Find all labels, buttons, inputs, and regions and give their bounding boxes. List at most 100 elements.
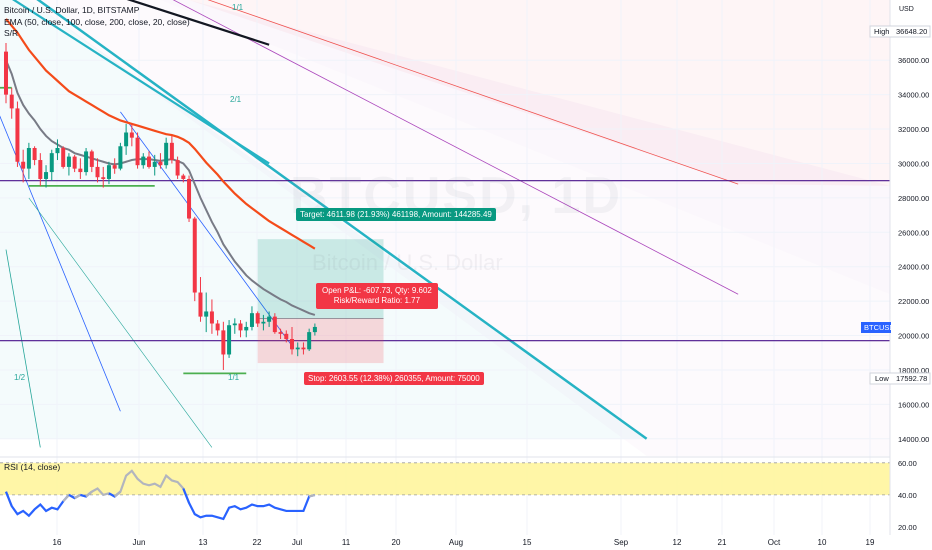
candle-body (61, 147, 66, 167)
candle-body (21, 161, 26, 169)
candle-body (106, 165, 111, 179)
x-tick-label: Sep (614, 538, 629, 547)
trend-line-fan-line-4 (5, 249, 41, 448)
fan-label-low2: 1/1 (228, 373, 240, 382)
candle-body (227, 325, 232, 355)
candle-body (72, 156, 77, 169)
ema100-line (12, 0, 270, 165)
candle-body (112, 165, 117, 169)
candle-body (89, 151, 94, 167)
rsi-line (113, 469, 191, 504)
candle-body (244, 326, 249, 331)
candle-body (238, 323, 243, 331)
price-tick-label: 14000.00 (898, 435, 929, 444)
high-tag-label: High (874, 27, 889, 36)
sr-indicator-legend[interactable]: S/R (4, 28, 19, 38)
x-tick-label: 16 (53, 538, 62, 547)
trend-line-red-upper (207, 0, 739, 185)
candle-body (129, 132, 134, 138)
candle-body (249, 313, 254, 327)
rsi-line (4, 491, 70, 518)
position-loss-zone (257, 318, 384, 364)
x-tick-label: Jul (292, 538, 302, 547)
candle-body (307, 332, 312, 350)
candle-body (301, 347, 306, 350)
candle-body (55, 147, 60, 154)
candle-body (192, 218, 197, 293)
candle-body (158, 161, 163, 166)
price-tick-label: 34000.00 (898, 91, 929, 100)
candle-body (295, 347, 300, 350)
x-tick-label: 22 (253, 538, 262, 547)
x-tick-label: 20 (392, 538, 401, 547)
ema200-line (126, 0, 270, 46)
candle-body (284, 333, 289, 339)
candle-body (95, 166, 100, 178)
position-stop-label: Stop: 2603.55 (12.38%) 260355, Amount: 7… (304, 372, 484, 385)
watermark-name: Bitcoin / U.S. Dollar (312, 250, 503, 275)
x-tick-label: 12 (673, 538, 682, 547)
high-tag-bg (869, 25, 931, 38)
candle-body (198, 292, 203, 317)
price-tick-label: 22000.00 (898, 297, 929, 306)
rsi-legend[interactable]: RSI (14, close) (4, 462, 61, 472)
x-tick-label: Oct (768, 538, 781, 547)
candle-body (209, 311, 214, 324)
price-tick-label: 16000.00 (898, 400, 929, 409)
price-tick-label: 20000.00 (898, 332, 929, 341)
x-tick-label: 11 (342, 538, 351, 547)
candle-body (278, 332, 283, 334)
rsi-line (308, 493, 316, 498)
candle-body (187, 178, 192, 219)
candle-body (261, 321, 266, 324)
price-axis-unit: USD (899, 6, 914, 13)
high-tag-value: 36648.20 (896, 27, 927, 36)
price-tick-label: 24000.00 (898, 263, 929, 272)
x-tick-label: 10 (818, 538, 827, 547)
x-tick-label: Jun (133, 538, 146, 547)
candle-body (204, 311, 209, 317)
candle-body (38, 160, 43, 179)
last-price-tag-bg (861, 322, 891, 333)
candle-body (66, 156, 71, 167)
price-tick-label: 18000.00 (898, 366, 929, 375)
trend-line-fan-line-1 (120, 111, 293, 347)
rsi-tick-label: 40.00 (898, 491, 917, 500)
candle-body (221, 330, 226, 355)
fan-zone-purple (160, 0, 890, 295)
candle-body (312, 326, 317, 333)
x-tick-label: 19 (866, 538, 875, 547)
position-pnl-label: Open P&L: -607.73, Qty: 9.602 Risk/Rewar… (316, 283, 438, 309)
symbol-title: Bitcoin / U.S. Dollar, 1D, BITSTAMP (4, 5, 140, 15)
candle-body (84, 151, 89, 173)
candle-body (124, 132, 129, 147)
price-tick-label: 28000.00 (898, 194, 929, 203)
rsi-tick-label: 20.00 (898, 523, 917, 532)
candle-body (232, 323, 237, 326)
low-tag-label: Low (875, 374, 889, 383)
candle-body (78, 168, 83, 173)
candle-body (101, 177, 106, 179)
candle-body (152, 161, 157, 167)
candle-body (175, 160, 180, 176)
ema50-line (5, 18, 316, 250)
x-tick-label: 13 (199, 538, 208, 547)
candle-body (44, 172, 49, 179)
price-tick-label: 26000.00 (898, 228, 929, 237)
candle-body (9, 94, 14, 109)
rsi-tick-label: 60.00 (898, 459, 917, 468)
price-axis-bg (890, 0, 932, 550)
low-tag-value: 17592.78 (896, 374, 927, 383)
ema-indicator-legend[interactable]: EMA (50, close, 100, close, 200, close, … (4, 17, 190, 27)
candle-body (181, 175, 186, 179)
candle-body (215, 323, 220, 331)
low-tag-bg (869, 372, 931, 385)
fan-label-mid: 2/1 (230, 95, 242, 104)
candle-body (267, 316, 272, 322)
pnl-line: Open P&L: -607.73, Qty: 9.602 (322, 286, 432, 295)
x-tick-label: 21 (718, 538, 727, 547)
candle-body (118, 146, 123, 169)
price-tick-label: 30000.00 (898, 159, 929, 168)
candle-body (135, 137, 140, 166)
fan-zone-red (189, 0, 891, 186)
